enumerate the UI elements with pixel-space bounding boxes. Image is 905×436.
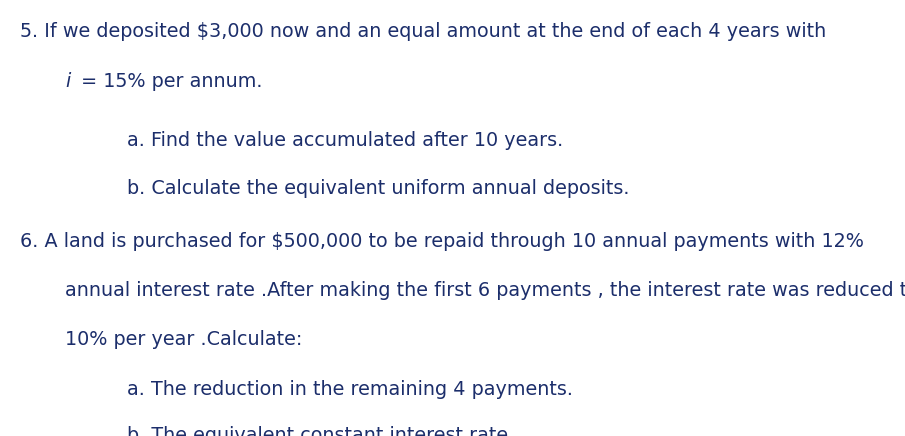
Text: b. Calculate the equivalent uniform annual deposits.: b. Calculate the equivalent uniform annu… xyxy=(127,179,629,198)
Text: a. Find the value accumulated after 10 years.: a. Find the value accumulated after 10 y… xyxy=(127,131,563,150)
Text: i: i xyxy=(65,72,71,91)
Text: b. The equivalent constant interest rate.: b. The equivalent constant interest rate… xyxy=(127,426,514,436)
Text: a. The reduction in the remaining 4 payments.: a. The reduction in the remaining 4 paym… xyxy=(127,380,573,399)
Text: annual interest rate .After making the first 6 payments , the interest rate was : annual interest rate .After making the f… xyxy=(65,281,905,300)
Text: 5. If we deposited $3,000 now and an equal amount at the end of each 4 years wit: 5. If we deposited $3,000 now and an equ… xyxy=(20,22,826,41)
Text: 6. A land is purchased for $500,000 to be repaid through 10 annual payments with: 6. A land is purchased for $500,000 to b… xyxy=(20,232,863,251)
Text: 10% per year .Calculate:: 10% per year .Calculate: xyxy=(65,330,302,350)
Text: = 15% per annum.: = 15% per annum. xyxy=(75,72,262,91)
